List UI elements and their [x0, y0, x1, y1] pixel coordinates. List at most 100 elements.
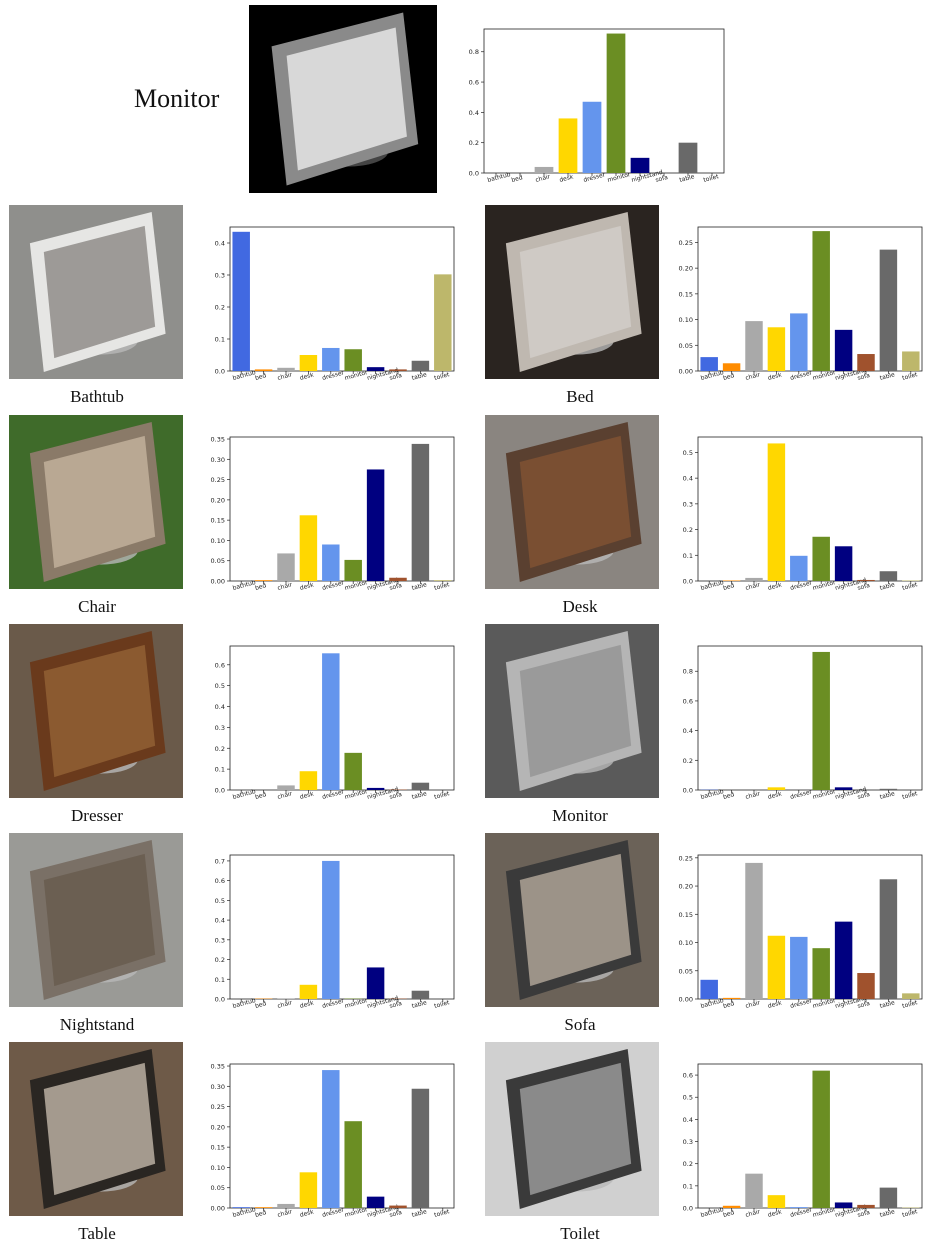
monitor-screen: [519, 225, 632, 359]
monitor-screen: [43, 225, 156, 359]
caption-chair: Chair: [78, 597, 116, 616]
x-tick-label: toilet: [434, 1208, 451, 1219]
x-tick-label: chair: [745, 999, 762, 1010]
y-tick-label: 0.30: [211, 1083, 225, 1091]
y-tick-label: 0.10: [679, 316, 693, 324]
y-tick-label: 0.0: [683, 578, 693, 586]
bar-chair: [277, 367, 295, 371]
y-tick-label: 0.5: [683, 449, 693, 457]
x-tick-label: bed: [722, 372, 735, 382]
plot-frame: [697, 436, 923, 582]
x-tick-label: chair: [277, 999, 294, 1010]
y-tick-label: 0.4: [683, 475, 693, 483]
monitor-screen: [519, 644, 632, 778]
bar-dresser: [322, 860, 340, 999]
x-tick-label: table: [879, 999, 896, 1010]
x-tick-label: chair: [277, 790, 294, 801]
x-tick-label: desk: [559, 173, 575, 184]
object-image-bathtub: [9, 205, 183, 379]
x-tick-label: table: [879, 790, 896, 801]
x-tick-label: chair: [745, 581, 762, 592]
x-tick-label: chair: [745, 371, 762, 382]
y-tick-label: 0.3: [215, 724, 225, 732]
x-tick-label: bed: [511, 174, 524, 184]
y-tick-label: 0.0: [215, 787, 225, 795]
bar-nightstand: [366, 1196, 385, 1208]
y-tick-label: 0.3: [215, 936, 225, 944]
object-image-chair: [9, 415, 183, 589]
x-tick-label: sofa: [857, 1209, 871, 1219]
y-tick-label: 0.30: [211, 456, 225, 464]
y-tick-label: 0.6: [469, 79, 479, 87]
y-tick-label: 0.25: [679, 854, 693, 862]
bar-desk: [299, 771, 318, 790]
y-tick-label: 0.3: [683, 1138, 693, 1146]
caption-dresser: Dresser: [71, 806, 123, 825]
bar-desk: [299, 515, 318, 581]
bar-sofa: [857, 973, 875, 999]
bar-dresser: [790, 555, 808, 581]
bar-chart-table: 0.000.050.100.150.200.250.300.35bathtubb…: [211, 1063, 455, 1219]
bar-table: [411, 990, 430, 999]
y-tick-label: 0.0: [469, 170, 479, 178]
y-tick-label: 0.05: [679, 967, 693, 975]
bar-monitor: [344, 559, 362, 581]
y-tick-label: 0.2: [683, 1160, 693, 1168]
y-tick-label: 0.8: [469, 48, 479, 56]
bar-dresser: [322, 347, 340, 371]
y-tick-label: 0.3: [215, 272, 225, 280]
bar-monitor: [812, 231, 830, 371]
y-tick-label: 0.35: [211, 1063, 225, 1071]
bar-sofa: [857, 354, 875, 371]
x-tick-label: bed: [254, 791, 267, 801]
x-tick-label: sofa: [389, 1209, 403, 1219]
bar-monitor: [344, 752, 362, 790]
bar-monitor: [812, 651, 830, 790]
x-tick-label: toilet: [703, 173, 720, 184]
x-tick-label: sofa: [389, 372, 403, 382]
x-tick-label: toilet: [434, 581, 451, 592]
monitor-screen: [43, 435, 156, 569]
caption-nightstand: Nightstand: [59, 1015, 135, 1034]
bar-monitor: [812, 536, 830, 581]
x-tick-label: desk: [767, 581, 783, 592]
x-tick-label: chair: [535, 173, 552, 184]
y-tick-label: 0.05: [211, 557, 225, 565]
bar-table: [411, 443, 430, 581]
y-tick-label: 0.1: [215, 976, 225, 984]
x-tick-label: table: [411, 581, 428, 592]
bar-sofa: [857, 579, 875, 581]
y-tick-label: 0.15: [679, 290, 693, 298]
x-tick-label: sofa: [857, 791, 871, 801]
bar-bed: [722, 363, 741, 371]
y-tick-label: 0.1: [215, 766, 225, 774]
x-tick-label: desk: [767, 999, 783, 1010]
bar-desk: [558, 118, 578, 173]
x-tick-label: toilet: [902, 790, 919, 801]
object-image-desk: [485, 415, 659, 589]
bar-monitor: [812, 1070, 830, 1208]
x-tick-label: table: [879, 371, 896, 382]
bar-nightstand: [630, 157, 650, 173]
bar-toilet: [902, 993, 920, 999]
bar-desk: [767, 327, 786, 371]
y-tick-label: 0.00: [211, 578, 225, 586]
object-image-bed: [485, 205, 659, 379]
bar-sofa: [389, 577, 407, 581]
x-tick-label: table: [679, 173, 696, 184]
bar-nightstand: [366, 787, 385, 790]
object-image-dresser: [9, 624, 183, 798]
bar-toilet: [902, 580, 920, 581]
x-tick-label: bed: [254, 1000, 267, 1010]
bar-dresser: [790, 313, 808, 371]
bar-dresser: [322, 1070, 340, 1208]
bar-bed: [722, 580, 741, 581]
x-tick-label: bed: [722, 791, 735, 801]
bar-toilet: [434, 580, 452, 581]
y-tick-label: 0.6: [683, 697, 693, 705]
monitor-screen: [43, 1062, 156, 1196]
